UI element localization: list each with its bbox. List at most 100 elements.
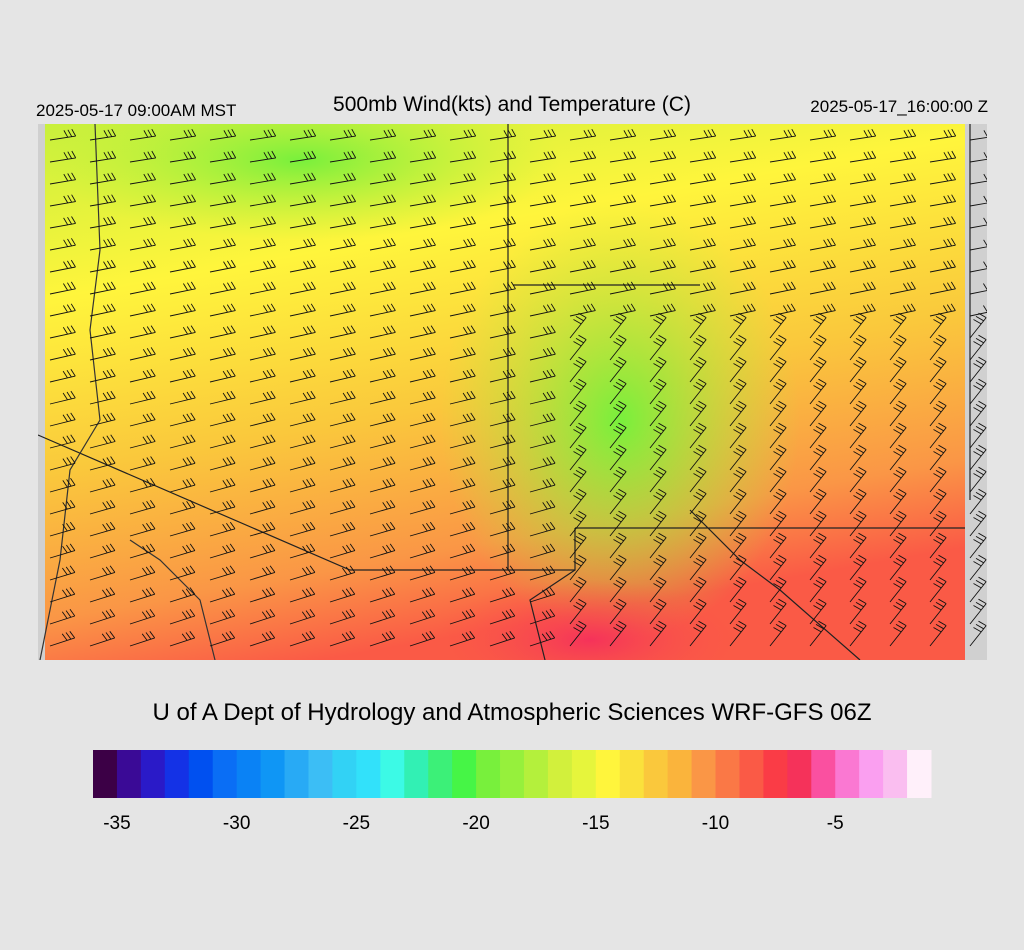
wind-barb — [969, 378, 987, 405]
wind-barb — [969, 283, 987, 295]
wind-barb — [649, 378, 667, 405]
wind-barb — [529, 412, 556, 427]
wind-barb — [249, 172, 276, 185]
wind-barb — [129, 216, 156, 229]
wind-barb — [169, 325, 196, 339]
wind-barb — [689, 444, 707, 471]
wind-barb — [209, 499, 236, 515]
wind-barb — [929, 150, 957, 163]
wind-barb — [769, 312, 787, 339]
wind-barb — [49, 128, 77, 141]
wind-barb — [889, 281, 916, 295]
wind-barb — [609, 303, 636, 317]
wind-barb — [409, 631, 436, 647]
wind-barb — [649, 598, 667, 625]
wind-barb — [569, 356, 587, 383]
wind-barb — [249, 434, 276, 449]
wind-barb — [849, 128, 877, 141]
wind-barb — [409, 259, 436, 273]
wind-barb — [969, 598, 987, 625]
wind-barb — [769, 510, 787, 537]
wind-barb — [929, 400, 947, 427]
wind-barb — [849, 554, 867, 581]
wind-barb — [209, 478, 236, 493]
valid-time: 2025-05-17_16:00:00 Z — [810, 97, 988, 116]
wind-barb — [649, 281, 676, 295]
wind-barb — [609, 510, 627, 537]
wind-barb — [169, 238, 196, 251]
wind-barb — [249, 565, 276, 581]
wind-barb — [129, 325, 156, 339]
wind-barb — [169, 347, 196, 361]
wind-barb — [769, 466, 787, 493]
wind-barb — [529, 172, 556, 185]
wind-barb — [809, 356, 827, 383]
wind-barb — [129, 631, 156, 647]
wind-barb — [329, 390, 356, 405]
wind-barb — [969, 152, 987, 163]
color-swatch — [212, 750, 238, 798]
wind-barb — [489, 259, 516, 273]
wind-barb — [889, 532, 907, 559]
wind-barb — [609, 598, 627, 625]
wind-barb — [369, 478, 396, 493]
wind-barb — [849, 238, 876, 251]
wind-barb — [529, 587, 556, 603]
wind-barb — [649, 554, 667, 581]
wind-barb — [289, 521, 316, 537]
color-swatch — [188, 750, 214, 798]
wind-barb — [409, 456, 436, 471]
color-swatch — [595, 750, 621, 798]
wind-barb — [209, 609, 236, 625]
color-swatch — [404, 750, 429, 798]
wind-barb — [129, 456, 156, 471]
color-swatch — [547, 750, 573, 798]
wind-barb — [609, 334, 627, 361]
wind-barb — [409, 172, 436, 185]
wind-barb — [129, 587, 156, 603]
wind-barb — [369, 565, 396, 581]
wind-barb — [529, 434, 556, 449]
wind-barb — [849, 216, 876, 229]
wind-barb — [449, 347, 476, 361]
wind-barb — [609, 422, 627, 449]
wind-barb — [89, 369, 116, 383]
wind-barb — [329, 194, 356, 207]
wind-barb — [49, 609, 76, 625]
wind-barb — [209, 390, 236, 405]
wind-barb — [729, 238, 756, 251]
wind-barb — [169, 128, 197, 141]
wind-barb — [169, 434, 196, 449]
wind-barb — [289, 216, 316, 229]
wind-barb — [929, 554, 947, 581]
wind-barb — [809, 128, 837, 141]
wind-barb — [89, 478, 116, 493]
wind-barb — [409, 434, 436, 449]
wind-barb — [729, 422, 747, 449]
wind-barb — [169, 303, 196, 317]
wind-barb — [729, 259, 756, 273]
wind-barb — [129, 434, 156, 449]
wind-barb — [529, 325, 556, 339]
wind-barb — [289, 128, 317, 141]
wind-barb — [609, 532, 627, 559]
wind-barb — [769, 259, 796, 273]
wind-barb — [609, 238, 636, 251]
wind-barb — [449, 631, 476, 647]
wind-barb — [649, 356, 667, 383]
wind-barb — [369, 543, 396, 559]
wind-barb — [529, 259, 556, 273]
wind-barb — [769, 532, 787, 559]
wind-barb — [609, 488, 627, 515]
wind-barb — [529, 521, 556, 537]
wind-barb — [369, 369, 396, 383]
wind-barb — [809, 488, 827, 515]
wind-barb — [649, 334, 667, 361]
wind-barb — [689, 598, 707, 625]
wind-barb — [969, 304, 987, 317]
color-swatch — [308, 750, 333, 798]
color-swatch — [883, 750, 908, 798]
wind-barb — [649, 466, 667, 493]
wind-barb — [889, 576, 907, 603]
wind-barb — [769, 488, 787, 515]
